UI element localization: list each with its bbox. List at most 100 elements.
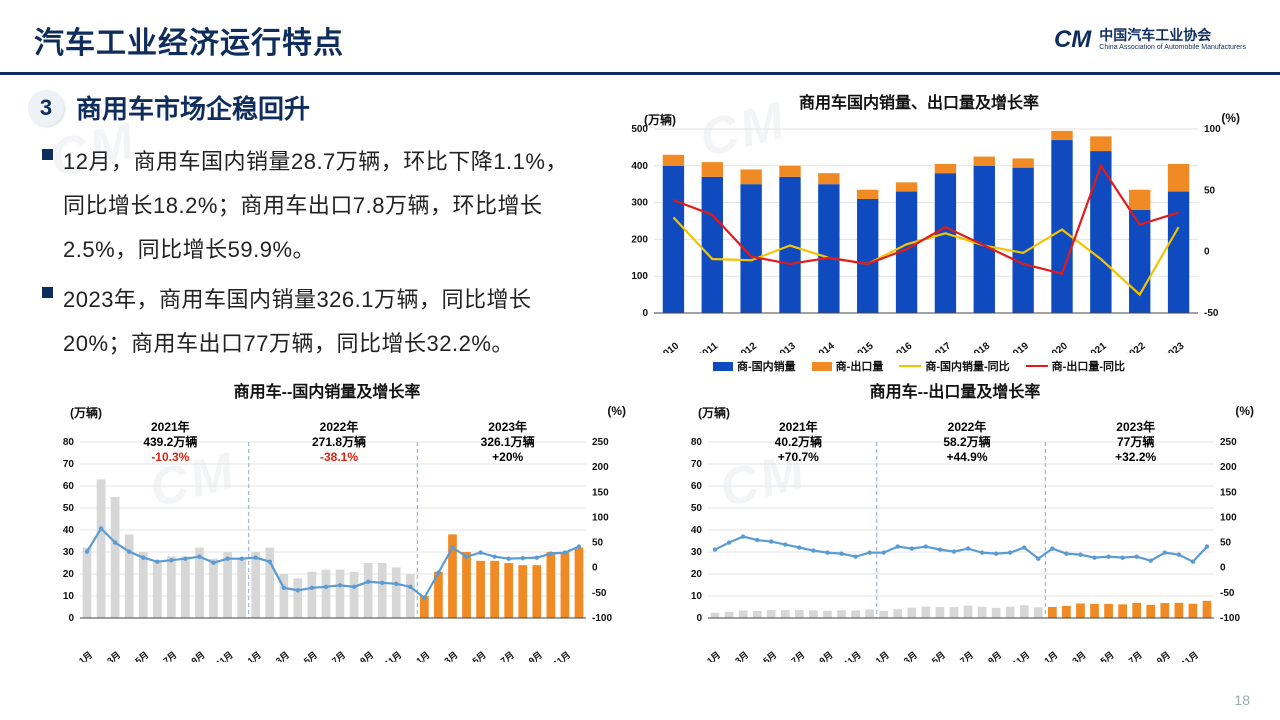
logo-cn: 中国汽车工业协会	[1099, 28, 1246, 43]
svg-text:2022: 2022	[1123, 340, 1148, 353]
svg-text:2014: 2014	[812, 340, 837, 353]
svg-text:200: 200	[631, 234, 648, 245]
svg-text:250: 250	[592, 437, 609, 448]
svg-text:-50: -50	[1220, 588, 1235, 599]
logo-en: China Association of Automobile Manufact…	[1099, 44, 1246, 52]
svg-text:2018: 2018	[968, 340, 993, 353]
svg-text:11月: 11月	[383, 650, 404, 662]
svg-text:7月: 7月	[499, 650, 516, 662]
svg-text:150: 150	[1220, 487, 1237, 498]
svg-text:5月: 5月	[133, 650, 150, 662]
chart-top-title: 商用车国内销量、出口量及增长率	[594, 89, 1244, 113]
svg-text:20: 20	[691, 569, 703, 580]
svg-text:30: 30	[63, 547, 75, 558]
svg-text:2010: 2010	[657, 340, 682, 353]
svg-text:7月: 7月	[1127, 650, 1144, 662]
svg-text:2021.1月: 2021.1月	[59, 650, 94, 662]
y-left-label: (万辆)	[698, 404, 730, 421]
svg-text:200: 200	[592, 462, 609, 473]
svg-text:50: 50	[691, 503, 703, 514]
svg-text:3月: 3月	[105, 650, 122, 662]
svg-text:2011: 2011	[696, 340, 720, 353]
svg-text:11月: 11月	[551, 650, 572, 662]
svg-text:40: 40	[691, 525, 703, 536]
svg-text:5月: 5月	[302, 650, 319, 662]
section-number: 3	[28, 90, 64, 126]
svg-text:2016: 2016	[890, 340, 915, 353]
svg-text:3月: 3月	[274, 650, 291, 662]
svg-text:50: 50	[592, 538, 604, 549]
y-left-label: (万辆)	[70, 404, 102, 421]
svg-text:400: 400	[631, 161, 648, 172]
svg-text:0: 0	[592, 563, 598, 574]
svg-text:11月: 11月	[1179, 650, 1200, 662]
svg-text:200: 200	[1220, 462, 1237, 473]
svg-text:5月: 5月	[761, 650, 778, 662]
svg-text:9月: 9月	[1155, 650, 1172, 662]
svg-text:9月: 9月	[818, 650, 835, 662]
svg-text:5月: 5月	[1099, 650, 1116, 662]
logo: CM 中国汽车工业协会 China Association of Automob…	[1054, 26, 1246, 54]
svg-text:11月: 11月	[214, 650, 235, 662]
svg-text:7月: 7月	[330, 650, 347, 662]
svg-text:40: 40	[63, 525, 75, 536]
svg-text:10: 10	[691, 591, 703, 602]
svg-text:2013: 2013	[774, 340, 799, 353]
svg-text:0: 0	[1220, 563, 1226, 574]
chart-bottom-left: 商用车--国内销量及增长率 (万辆) (%) 01020304050607080…	[22, 378, 632, 667]
bullet-item: 12月，商用车国内销量28.7万辆，环比下降1.1%，同比增长18.2%；商用车…	[42, 140, 574, 272]
svg-text:9月: 9月	[986, 650, 1003, 662]
svg-text:3月: 3月	[1071, 650, 1088, 662]
section-header: 3 商用车市场企稳回升	[28, 89, 578, 126]
svg-text:3月: 3月	[733, 650, 750, 662]
y-right-label: (%)	[1235, 404, 1254, 418]
y-left-label: (万辆)	[644, 111, 676, 128]
svg-text:2020: 2020	[1046, 340, 1071, 353]
bullet-item: 2023年，商用车国内销量326.1万辆，同比增长20%；商用车出口77万辆，同…	[42, 278, 574, 366]
chart-br-title: 商用车--出口量及增长率	[650, 378, 1260, 402]
svg-text:-100: -100	[592, 613, 612, 624]
bullet-text: 2023年，商用车国内销量326.1万辆，同比增长20%；商用车出口77万辆，同…	[63, 278, 574, 366]
svg-text:80: 80	[63, 437, 75, 448]
bullet-text: 12月，商用车国内销量28.7万辆，环比下降1.1%，同比增长18.2%；商用车…	[63, 140, 574, 272]
logo-mark: CM	[1054, 26, 1091, 54]
svg-text:100: 100	[592, 512, 609, 523]
svg-text:2023: 2023	[1162, 340, 1187, 353]
chart-top-svg: 0100200300400500-50050100201020112012201…	[594, 113, 1244, 353]
svg-text:11月: 11月	[842, 650, 863, 662]
svg-text:9月: 9月	[358, 650, 375, 662]
svg-text:30: 30	[691, 547, 703, 558]
svg-text:0: 0	[642, 308, 648, 319]
svg-text:7月: 7月	[958, 650, 975, 662]
svg-text:60: 60	[691, 481, 703, 492]
svg-text:7月: 7月	[161, 650, 178, 662]
svg-text:80: 80	[691, 437, 703, 448]
svg-text:2017: 2017	[929, 340, 954, 353]
svg-text:2021.1月: 2021.1月	[687, 650, 722, 662]
y-right-label: (%)	[1221, 111, 1240, 125]
svg-text:-100: -100	[1220, 613, 1240, 624]
svg-text:2019: 2019	[1007, 340, 1032, 353]
page-number: 18	[1234, 692, 1250, 708]
svg-text:150: 150	[592, 487, 609, 498]
svg-text:0: 0	[1204, 247, 1210, 258]
chart-bottom-right: 商用车--出口量及增长率 (万辆) (%) 01020304050607080-…	[650, 378, 1260, 667]
svg-text:9月: 9月	[527, 650, 544, 662]
chart-top: 商用车国内销量、出口量及增长率 (万辆) (%) 010020030040050…	[594, 89, 1244, 374]
svg-text:2012: 2012	[735, 340, 760, 353]
svg-text:250: 250	[1220, 437, 1237, 448]
svg-text:100: 100	[1220, 512, 1237, 523]
bullet-icon	[42, 287, 53, 298]
bullet-icon	[42, 149, 53, 160]
svg-text:50: 50	[1220, 538, 1232, 549]
svg-text:10: 10	[63, 591, 75, 602]
svg-text:50: 50	[1204, 185, 1216, 196]
svg-text:60: 60	[63, 481, 75, 492]
chart-bl-title: 商用车--国内销量及增长率	[22, 378, 632, 402]
page-title: 汽车工业经济运行特点	[34, 18, 344, 62]
svg-text:100: 100	[631, 271, 648, 282]
svg-text:7月: 7月	[789, 650, 806, 662]
svg-text:3月: 3月	[902, 650, 919, 662]
svg-text:50: 50	[63, 503, 75, 514]
svg-text:2021: 2021	[1084, 340, 1109, 353]
